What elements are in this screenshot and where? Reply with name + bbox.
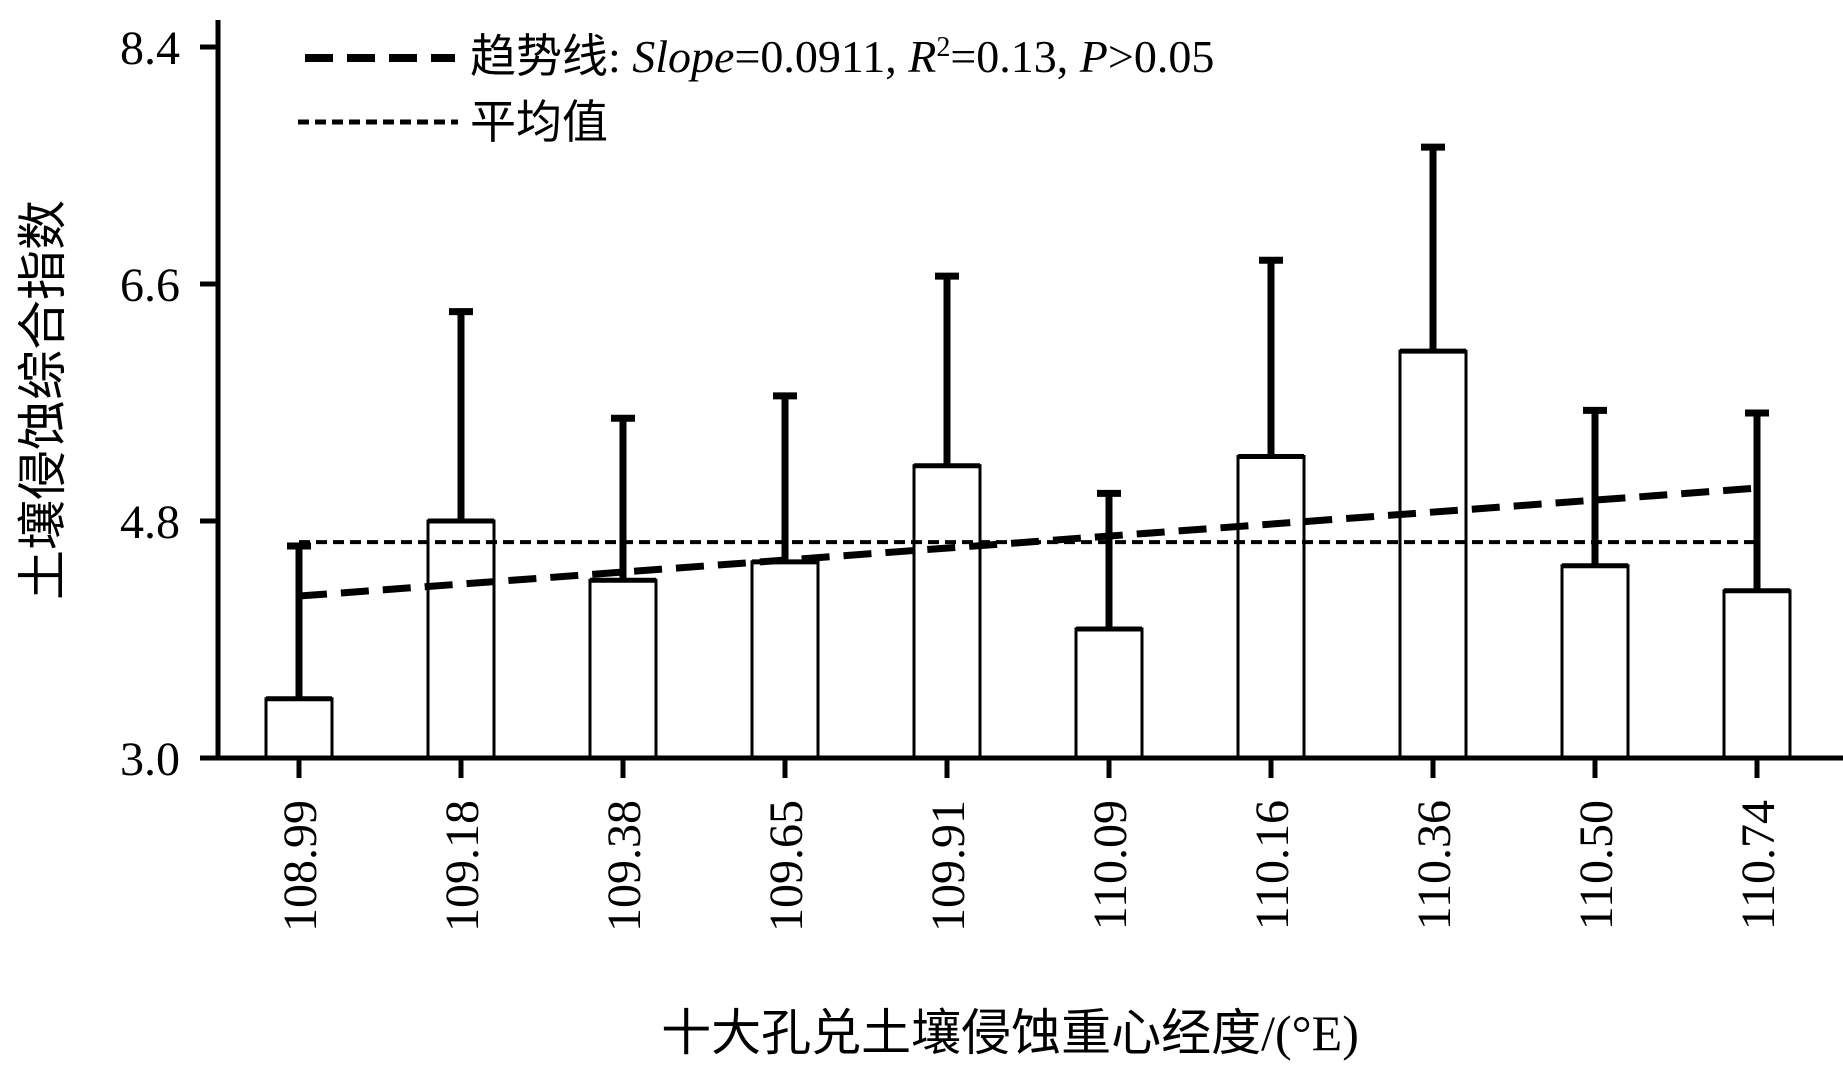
bar xyxy=(750,560,820,760)
bar xyxy=(426,519,496,760)
x-tick-label: 110.50 xyxy=(1570,800,1623,930)
bar xyxy=(1722,589,1792,760)
y-tick-label: 6.6 xyxy=(120,259,180,312)
y-tick-label: 3.0 xyxy=(120,733,180,786)
x-tick-label: 110.09 xyxy=(1084,800,1137,930)
y-tick-label: 8.4 xyxy=(120,22,180,75)
bar xyxy=(1074,627,1144,760)
x-tick-label: 110.16 xyxy=(1246,800,1299,930)
y-tick-label: 4.8 xyxy=(120,496,180,549)
x-tick-label: 110.36 xyxy=(1408,800,1461,930)
trend-line xyxy=(298,484,1758,600)
legend-mean-label: 平均值 xyxy=(470,97,608,148)
bar xyxy=(588,578,658,760)
x-axis-label: 十大孔兑土壤侵蚀重心经度/(°E) xyxy=(661,1005,1359,1061)
x-tick-label: 109.18 xyxy=(436,800,489,932)
x-tick-label: 109.91 xyxy=(922,800,975,932)
x-tick-label: 109.65 xyxy=(760,800,813,932)
bar xyxy=(264,697,334,760)
x-tick-label: 108.99 xyxy=(274,800,327,932)
y-axis-label: 土壤侵蚀综合指数 xyxy=(15,200,71,600)
bar xyxy=(1236,454,1306,760)
bar xyxy=(1560,564,1630,760)
bar xyxy=(1398,349,1468,760)
x-tick-label: 110.74 xyxy=(1732,800,1785,930)
bar xyxy=(912,464,982,760)
x-tick-label: 109.38 xyxy=(598,800,651,932)
legend-trend-label: 趋势线: Slope=0.0911, R2=0.13, P>0.05 xyxy=(470,31,1214,82)
legend: 趋势线: Slope=0.0911, R2=0.13, P>0.05 平均值 xyxy=(298,31,1214,148)
